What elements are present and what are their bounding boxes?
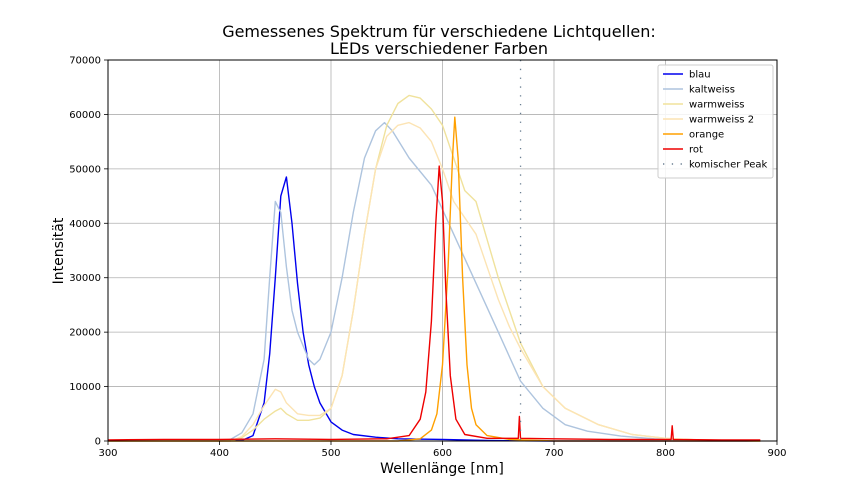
series-orange xyxy=(108,116,761,442)
y-tick-label: 30000 xyxy=(69,273,101,284)
series-lines xyxy=(107,60,761,442)
x-axis-label: Wellenlänge [nm] xyxy=(380,461,504,477)
y-tick-label: 60000 xyxy=(69,110,101,121)
legend-label: warmweiss 2 xyxy=(689,115,754,126)
legend-label: kaltweiss xyxy=(689,85,735,96)
x-tick-label: 700 xyxy=(544,448,563,459)
chart-title-line2: LEDs verschiedener Farben xyxy=(330,39,548,58)
x-tick-label: 600 xyxy=(433,448,452,459)
y-axis-label: Intensität xyxy=(51,217,67,284)
y-tick-label: 50000 xyxy=(69,164,101,175)
legend-label: komischer Peak xyxy=(689,160,768,171)
x-tick-label: 900 xyxy=(767,448,786,459)
x-tick-label: 800 xyxy=(656,448,675,459)
x-axis-ticks: 300 400 500 600 700 800 900 xyxy=(98,441,787,459)
x-tick-label: 400 xyxy=(210,448,229,459)
legend-box xyxy=(657,64,774,179)
legend-label: warmweiss xyxy=(689,100,745,111)
y-tick-label: 40000 xyxy=(69,219,101,230)
legend: blau kaltweiss warmweiss warmweiss 2 orange r… xyxy=(657,64,774,179)
y-tick-label: 20000 xyxy=(69,328,101,339)
series-warmweiss-2 xyxy=(108,121,761,442)
y-axis-ticks: 0 10000 20000 30000 40000 50000 60000 70000 xyxy=(69,56,108,448)
chart-title-line1: Gemessenes Spektrum für verschiedene Lic… xyxy=(222,22,656,41)
legend-label: rot xyxy=(689,145,703,156)
x-tick-label: 500 xyxy=(321,448,340,459)
x-tick-label: 300 xyxy=(98,448,117,459)
y-tick-label: 70000 xyxy=(69,56,101,67)
legend-label: orange xyxy=(689,130,724,141)
legend-label: blau xyxy=(689,70,711,81)
series-kaltweiss xyxy=(108,121,761,442)
series-rot xyxy=(107,165,761,441)
y-tick-label: 10000 xyxy=(69,382,101,393)
y-tick-label: 0 xyxy=(95,437,101,448)
series-blau xyxy=(108,176,761,442)
